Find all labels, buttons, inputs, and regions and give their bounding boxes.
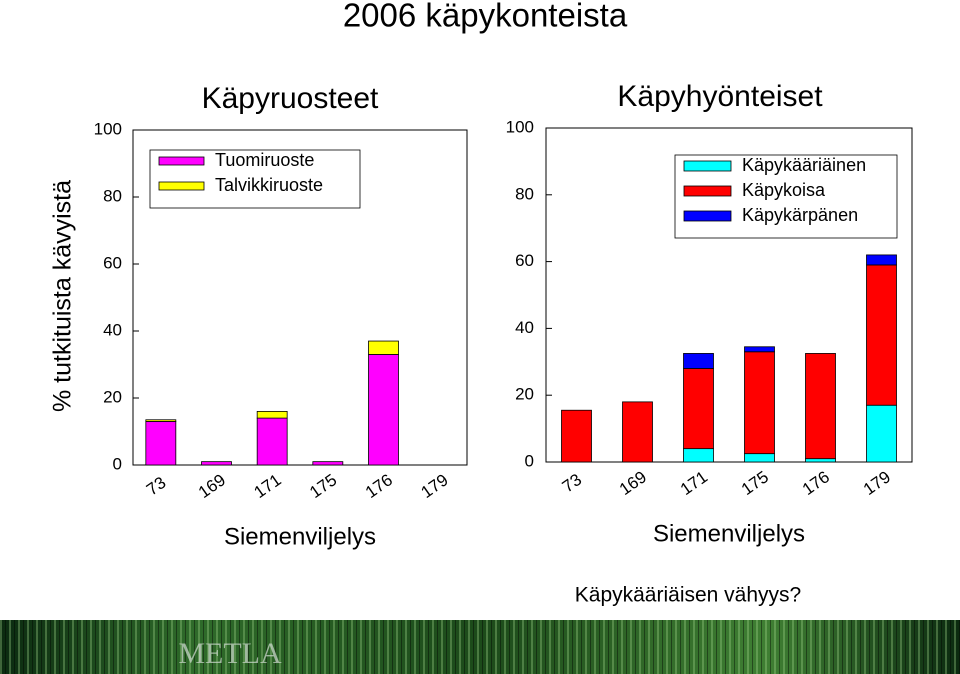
bar-segment [312,461,344,466]
y-tick-label: 40 [515,318,534,337]
plot-frame [132,129,468,466]
legend-box [149,149,361,209]
y-tick-label: 100 [506,117,534,136]
y-tick-label: 60 [103,253,122,272]
x-tick-label: 73 [143,473,169,499]
x-axis-label: Siemenviljelys [224,523,376,550]
bar-segment [145,421,177,466]
bar-segment [368,354,399,466]
plot-frame [545,127,913,463]
bar-segment [368,340,399,355]
chart-title: Käpyruosteet [202,82,379,115]
x-axis-label: Siemenviljelys [653,520,805,547]
y-tick-label: 100 [94,119,122,138]
bar-segment [683,353,714,369]
x-tick-label: 179 [418,470,452,502]
y-tick-label: 0 [113,454,122,473]
y-axis-label: % tutkituista kävyistä [49,180,77,412]
bar-segment [201,461,232,466]
y-tick-label: 20 [515,385,534,404]
bar-segment [805,353,836,460]
bar-segment [866,264,897,406]
y-tick-label: 20 [103,387,122,406]
bar-segment [744,346,775,353]
bar-segment [805,458,836,463]
legend-label: Käpykärpänen [742,205,858,225]
logo: METLA [178,637,282,670]
x-tick-label: 175 [738,467,772,499]
legend-swatch [683,160,732,172]
x-tick-label: 169 [195,470,229,502]
x-tick-label: 171 [251,470,285,502]
y-tick-label: 40 [103,320,122,339]
x-tick-label: 176 [799,467,833,499]
legend-swatch [158,156,205,166]
bar-segment [145,419,177,422]
legend-label: Talvikkiruoste [215,175,323,195]
y-tick-label: 80 [103,186,122,205]
bar-segment [256,417,288,466]
y-tick-label: 60 [515,251,534,270]
y-tick-label: 0 [525,451,534,470]
legend-swatch [158,181,205,191]
legend-box [674,154,898,239]
x-tick-label: 73 [559,470,585,496]
x-tick-label: 169 [616,467,650,499]
bar-segment [683,448,714,463]
bar-segment [744,351,775,455]
x-tick-label: 175 [306,470,340,502]
legend-label: Tuomiruoste [215,150,314,170]
x-tick-label: 179 [860,467,894,499]
bar-segment [744,453,775,463]
bar-segment [256,410,288,419]
legend-label: Käpykoisa [742,180,826,200]
x-tick-label: 171 [677,467,711,499]
x-tick-label: 176 [362,470,396,502]
chart-title: Käpyhyönteiset [617,80,823,113]
slide-title: 2006 käpykonteista [343,0,628,34]
bar-segment [622,401,653,463]
bar-segment [683,368,714,450]
footer-stripes [0,620,960,674]
bar-segment [866,404,897,463]
bar-segment [561,409,592,463]
bar-segment [866,254,897,266]
legend-swatch [683,210,732,222]
note: Käpykääriäisen vähyys? [575,584,801,607]
legend-swatch [683,185,732,197]
y-tick-label: 80 [515,184,534,203]
legend-label: Käpykääriäinen [742,155,866,175]
